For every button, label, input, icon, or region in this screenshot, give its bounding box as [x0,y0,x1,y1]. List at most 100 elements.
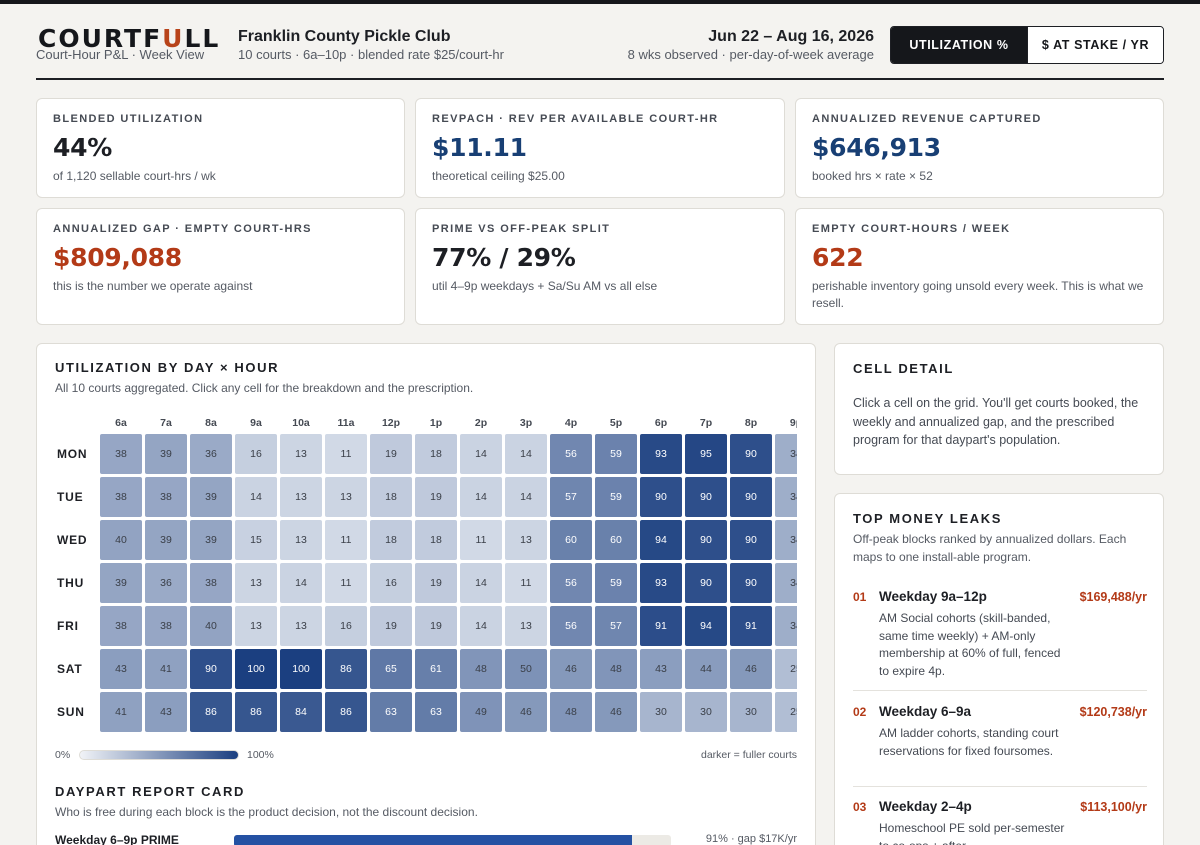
heatmap-cell[interactable]: 59 [595,477,637,517]
heatmap-cell[interactable]: 14 [460,434,502,474]
heatmap-cell[interactable]: 34 [775,563,797,603]
heatmap-cell[interactable]: 16 [370,563,412,603]
heatmap-cell[interactable]: 19 [370,434,412,474]
heatmap-cell[interactable]: 38 [100,606,142,646]
heatmap-cell[interactable]: 14 [460,606,502,646]
heatmap-cell[interactable]: 38 [145,606,187,646]
heatmap-cell[interactable]: 48 [595,649,637,689]
heatmap-cell[interactable]: 90 [730,520,772,560]
heatmap-cell[interactable]: 13 [235,606,277,646]
heatmap-cell[interactable]: 90 [685,563,727,603]
heatmap-cell[interactable]: 13 [505,606,547,646]
heatmap-cell[interactable]: 16 [235,434,277,474]
heatmap-cell[interactable]: 14 [460,477,502,517]
heatmap-cell[interactable]: 65 [370,649,412,689]
heatmap-cell[interactable]: 90 [640,477,682,517]
heatmap-cell[interactable]: 39 [190,477,232,517]
heatmap-cell[interactable]: 100 [235,649,277,689]
heatmap-cell[interactable]: 44 [685,649,727,689]
heatmap-cell[interactable]: 18 [370,520,412,560]
heatmap-cell[interactable]: 13 [505,520,547,560]
heatmap-cell[interactable]: 90 [730,563,772,603]
heatmap-cell[interactable]: 95 [685,434,727,474]
toggle-dollars-button[interactable]: $ AT STAKE / YR [1027,27,1163,63]
heatmap-cell[interactable]: 13 [235,563,277,603]
heatmap-cell[interactable]: 14 [280,563,322,603]
heatmap-cell[interactable]: 59 [595,563,637,603]
heatmap-cell[interactable]: 56 [550,606,592,646]
heatmap-cell[interactable]: 49 [460,692,502,732]
heatmap-cell[interactable]: 13 [280,520,322,560]
heatmap-cell[interactable]: 60 [595,520,637,560]
heatmap-cell[interactable]: 50 [505,649,547,689]
heatmap-cell[interactable]: 90 [685,520,727,560]
heatmap-cell[interactable]: 56 [550,434,592,474]
heatmap-cell[interactable]: 14 [505,434,547,474]
heatmap-cell[interactable]: 46 [505,692,547,732]
heatmap-cell[interactable]: 57 [550,477,592,517]
heatmap-cell[interactable]: 43 [145,692,187,732]
heatmap-cell[interactable]: 14 [505,477,547,517]
heatmap-cell[interactable]: 41 [145,649,187,689]
heatmap-cell[interactable]: 84 [280,692,322,732]
heatmap-cell[interactable]: 36 [190,434,232,474]
heatmap-cell[interactable]: 13 [280,434,322,474]
heatmap-cell[interactable]: 86 [325,692,367,732]
heatmap-cell[interactable]: 94 [685,606,727,646]
heatmap-cell[interactable]: 30 [730,692,772,732]
heatmap-cell[interactable]: 38 [145,477,187,517]
heatmap-cell[interactable]: 19 [415,606,457,646]
heatmap-cell[interactable]: 90 [685,477,727,517]
heatmap-cell[interactable]: 43 [100,649,142,689]
heatmap-cell[interactable]: 90 [730,477,772,517]
heatmap-cell[interactable]: 30 [685,692,727,732]
heatmap-cell[interactable]: 18 [415,520,457,560]
heatmap-cell[interactable]: 63 [415,692,457,732]
heatmap-cell[interactable]: 34 [775,477,797,517]
heatmap-cell[interactable]: 34 [775,434,797,474]
heatmap-cell[interactable]: 11 [505,563,547,603]
heatmap-cell[interactable]: 100 [280,649,322,689]
heatmap-cell[interactable]: 14 [235,477,277,517]
heatmap-cell[interactable]: 38 [100,434,142,474]
heatmap-cell[interactable]: 19 [370,606,412,646]
heatmap-cell[interactable]: 39 [100,563,142,603]
heatmap-cell[interactable]: 90 [730,434,772,474]
heatmap-cell[interactable]: 93 [640,434,682,474]
heatmap-cell[interactable]: 41 [100,692,142,732]
heatmap-cell[interactable]: 39 [145,520,187,560]
heatmap-cell[interactable]: 30 [640,692,682,732]
heatmap-cell[interactable]: 34 [775,606,797,646]
heatmap-cell[interactable]: 86 [325,649,367,689]
heatmap-cell[interactable]: 11 [325,434,367,474]
heatmap-cell[interactable]: 38 [100,477,142,517]
heatmap-cell[interactable]: 18 [415,434,457,474]
heatmap-cell[interactable]: 94 [640,520,682,560]
heatmap-cell[interactable]: 90 [190,649,232,689]
heatmap-cell[interactable]: 91 [730,606,772,646]
heatmap-cell[interactable]: 19 [415,563,457,603]
heatmap-cell[interactable]: 13 [280,606,322,646]
heatmap-cell[interactable]: 91 [640,606,682,646]
heatmap-cell[interactable]: 19 [415,477,457,517]
heatmap-cell[interactable]: 25 [775,649,797,689]
heatmap-cell[interactable]: 56 [550,563,592,603]
heatmap-cell[interactable]: 46 [550,649,592,689]
heatmap-cell[interactable]: 13 [325,477,367,517]
heatmap-cell[interactable]: 61 [415,649,457,689]
heatmap-cell[interactable]: 11 [460,520,502,560]
heatmap-cell[interactable]: 46 [730,649,772,689]
heatmap-cell[interactable]: 38 [190,563,232,603]
heatmap-cell[interactable]: 34 [775,520,797,560]
heatmap-cell[interactable]: 15 [235,520,277,560]
heatmap-cell[interactable]: 48 [550,692,592,732]
heatmap-cell[interactable]: 18 [370,477,412,517]
heatmap-cell[interactable]: 63 [370,692,412,732]
heatmap-cell[interactable]: 40 [190,606,232,646]
heatmap-cell[interactable]: 60 [550,520,592,560]
heatmap-cell[interactable]: 16 [325,606,367,646]
heatmap-cell[interactable]: 57 [595,606,637,646]
heatmap-cell[interactable]: 36 [145,563,187,603]
heatmap-cell[interactable]: 93 [640,563,682,603]
heatmap-cell[interactable]: 25 [775,692,797,732]
